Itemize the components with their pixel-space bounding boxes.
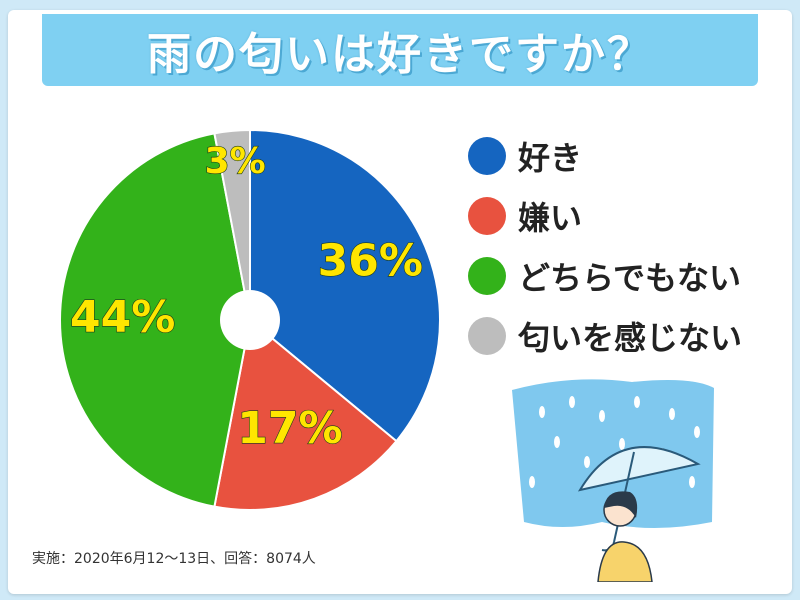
umbrella-canopy-icon xyxy=(577,446,701,492)
legend-label-like: 好き xyxy=(518,139,583,177)
survey-footnote: 実施：2020年6月12～13日、回答：8074人 xyxy=(32,551,316,567)
person-body-icon xyxy=(597,541,653,582)
legend-label-neither: どちらでもない xyxy=(518,259,742,297)
legend-item-no-smell: 匂いを感じない xyxy=(468,306,742,366)
chart-title: 雨の匂いは好きですか？ xyxy=(147,29,653,80)
person-hair-icon xyxy=(604,491,638,518)
legend: 好き 嫌い どちらでもない 匂いを感じない xyxy=(468,126,742,366)
pie-label-no-smell: 3% xyxy=(205,141,266,182)
pie-label-like: 36% xyxy=(318,235,423,286)
legend-label-dislike: 嫌い xyxy=(518,199,583,237)
legend-item-like: 好き xyxy=(468,126,742,186)
legend-swatch-like xyxy=(468,137,506,175)
pie-center-hole xyxy=(220,290,280,350)
pie-label-neither: 44% xyxy=(70,292,175,343)
pie-slice-dislike xyxy=(213,318,398,511)
legend-swatch-dislike xyxy=(468,197,506,235)
legend-item-neither: どちらでもない xyxy=(468,246,742,306)
legend-swatch-neither xyxy=(468,257,506,295)
pie-chart: 36% 17% 44% 3% xyxy=(58,128,441,511)
rain-cloud-backdrop-icon xyxy=(512,379,714,528)
title-banner: 雨の匂いは好きですか？ xyxy=(42,14,758,86)
pie-slice-neither xyxy=(58,132,252,508)
legend-swatch-no-smell xyxy=(468,317,506,355)
pie-slice-like xyxy=(249,128,441,443)
pie-slice-no-smell xyxy=(213,128,251,321)
umbrella-rain-icon xyxy=(512,379,714,582)
legend-label-no-smell: 匂いを感じない xyxy=(518,319,743,357)
pie-label-dislike: 17% xyxy=(237,403,342,454)
legend-item-dislike: 嫌い xyxy=(468,186,742,246)
